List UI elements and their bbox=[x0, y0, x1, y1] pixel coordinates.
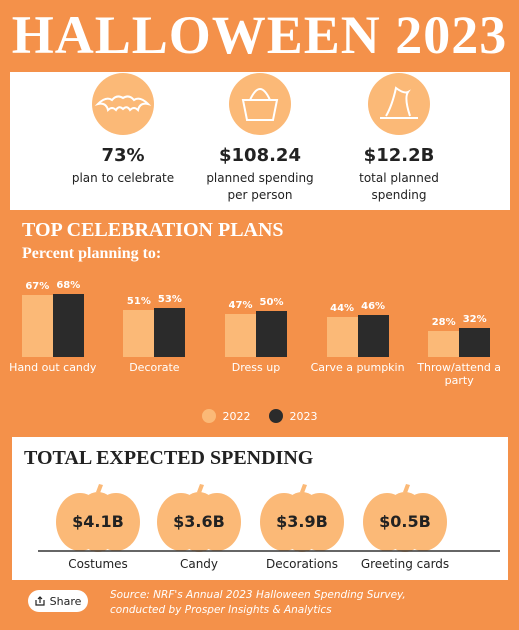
bar bbox=[428, 331, 460, 357]
hat-icon bbox=[368, 73, 430, 135]
stat-icons bbox=[92, 73, 430, 135]
category-label: Decorate bbox=[129, 361, 180, 374]
pumpkin bbox=[260, 484, 344, 552]
pumpkins bbox=[38, 484, 500, 552]
bar bbox=[225, 313, 256, 357]
basket bbox=[241, 88, 279, 121]
source: Source: NRF's Annual 2023 Halloween Spen… bbox=[110, 589, 406, 616]
value-label: 28% bbox=[431, 317, 456, 329]
pumpkin bbox=[157, 484, 241, 552]
legend-item: 2023 bbox=[268, 409, 318, 423]
legend-item: 2022 bbox=[201, 409, 251, 423]
bat-icon bbox=[92, 73, 154, 135]
stat-label: planned spending per person bbox=[206, 171, 314, 202]
stat-value: 73% bbox=[101, 145, 145, 166]
bar bbox=[459, 327, 491, 357]
stat-label: plan to celebrate bbox=[71, 171, 175, 185]
witch-hat bbox=[380, 86, 418, 119]
spending-value: $4.1B bbox=[72, 512, 124, 531]
share-button[interactable]: Share bbox=[28, 590, 88, 612]
stat: $12.2B total planned spending bbox=[329, 145, 469, 204]
bar bbox=[256, 311, 287, 357]
category-label: Carve a pumpkin bbox=[310, 361, 405, 374]
pumpkin bbox=[56, 484, 140, 552]
value-label: 51% bbox=[126, 296, 151, 308]
spending-label: Candy bbox=[179, 557, 219, 571]
bar bbox=[52, 294, 84, 357]
value-label: 68% bbox=[56, 280, 81, 292]
bat bbox=[94, 95, 152, 112]
bar bbox=[326, 316, 358, 357]
spending-value: $0.5B bbox=[379, 512, 431, 531]
title: HALLOWEEN 2023 bbox=[11, 5, 508, 65]
chart-subtitle: Percent planning to: bbox=[22, 245, 162, 262]
bar bbox=[123, 310, 155, 357]
stat-value: $12.2B bbox=[363, 145, 435, 166]
value-label: 67% bbox=[25, 281, 50, 293]
value-label: 44% bbox=[330, 302, 355, 314]
share-label: Share bbox=[49, 594, 82, 608]
spending-value: $3.6B bbox=[173, 512, 225, 531]
category-label: Hand out candy bbox=[9, 361, 97, 374]
value-label: 47% bbox=[228, 299, 253, 311]
pumpkin bbox=[363, 484, 447, 552]
chart-title: TOP CELEBRATION PLANS bbox=[22, 219, 284, 241]
legend-label: 2023 bbox=[289, 409, 318, 423]
category-label: Dress up bbox=[231, 361, 281, 374]
value-label: 53% bbox=[157, 294, 182, 306]
stat: 73% plan to celebrate bbox=[53, 145, 193, 187]
spending-label: Costumes bbox=[68, 557, 128, 571]
share-icon bbox=[35, 596, 45, 606]
category-label: Throw/attend a party bbox=[417, 361, 502, 387]
spending-value: $3.9B bbox=[276, 512, 328, 531]
bar bbox=[357, 314, 389, 357]
bar bbox=[21, 295, 53, 357]
stat-value: $108.24 bbox=[219, 145, 301, 166]
stat: $108.24 planned spending per person bbox=[190, 145, 330, 204]
legend-swatch bbox=[268, 409, 283, 423]
value-label: 32% bbox=[462, 313, 487, 325]
spending-title: TOTAL EXPECTED SPENDING bbox=[24, 447, 314, 469]
stat-label: total planned spending bbox=[359, 171, 439, 202]
legend-label: 2022 bbox=[222, 409, 251, 423]
value-label: 46% bbox=[361, 300, 386, 312]
legend: 2022 2023 bbox=[0, 409, 519, 423]
bar-chart: 67% 68% Hand out candy 51% 53% Decorate 47% 50%… bbox=[9, 280, 502, 387]
spending-label: Decorations bbox=[265, 557, 339, 571]
legend-swatch bbox=[201, 409, 216, 423]
bar bbox=[154, 308, 186, 357]
spending-label: Greeting cards bbox=[360, 557, 450, 571]
basket-icon bbox=[229, 73, 291, 135]
value-label: 50% bbox=[259, 297, 284, 308]
